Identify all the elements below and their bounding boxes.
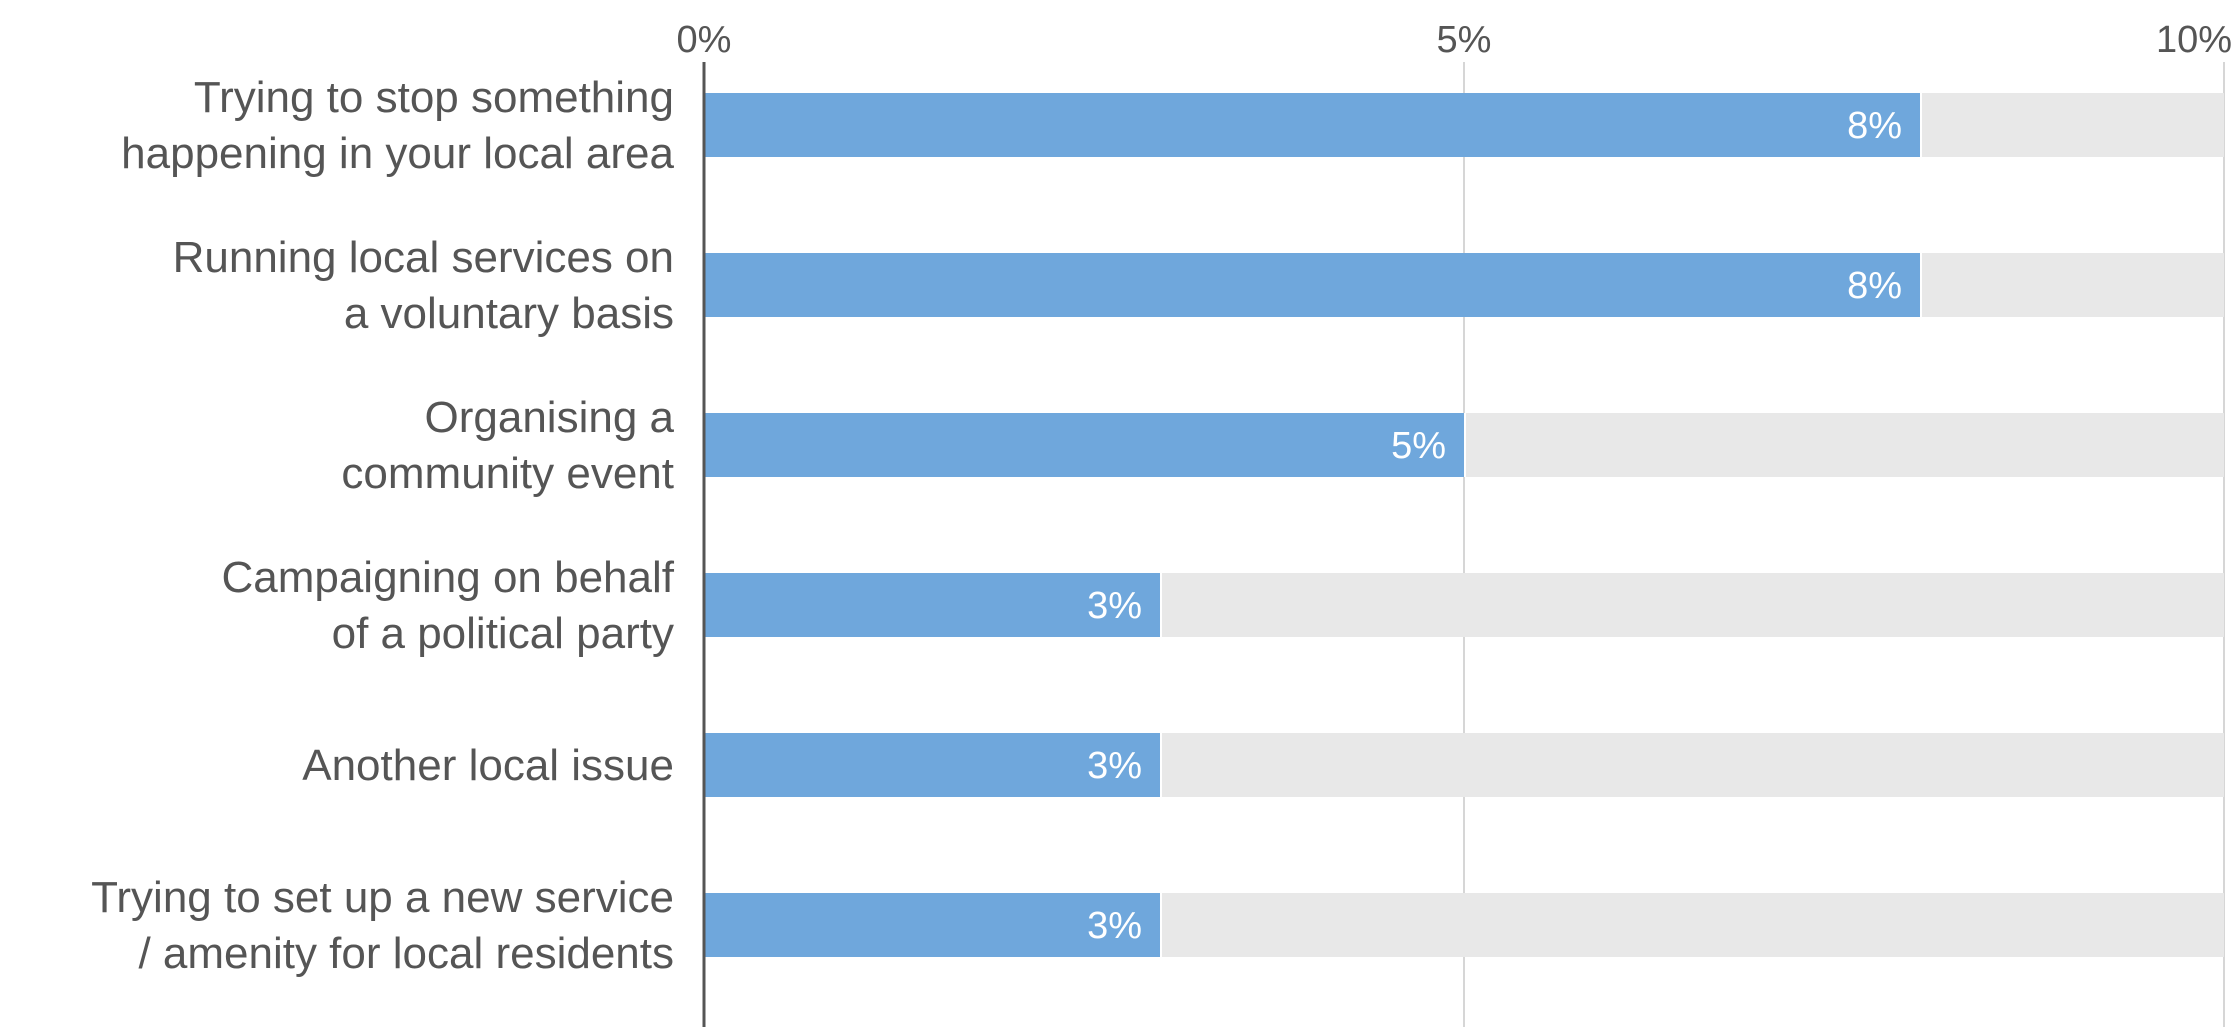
bar [704, 573, 1160, 637]
bars [704, 93, 1922, 957]
x-tick-label: 0% [677, 19, 732, 61]
category-label: Trying to stop something happening in you… [121, 73, 674, 178]
category-label-line: Trying to set up a new service [91, 873, 674, 922]
category-label: Another local issue [302, 741, 674, 790]
bar [704, 413, 1464, 477]
x-tick-label: 10% [2156, 19, 2232, 61]
category-label-line: / amenity for local residents [138, 929, 674, 978]
category-label-line: Another local issue [302, 741, 674, 790]
bar [704, 733, 1160, 797]
bar [704, 253, 1920, 317]
category-label: Campaigning on behalf of a political part… [221, 553, 674, 658]
category-label-line: Running local services on [173, 233, 674, 282]
x-axis-ticks: 0% 5% 10% [677, 19, 2232, 61]
category-label-line: community event [341, 449, 674, 498]
category-labels: Trying to stop something happening in you… [91, 73, 675, 978]
bar-value-label: 8% [1847, 105, 1902, 147]
value-labels: 8% 8% 5% 3% 3% 3% [1087, 105, 1902, 947]
bar-value-label: 8% [1847, 265, 1902, 307]
category-label: Trying to set up a new service / amenity … [91, 873, 674, 978]
bar-value-label: 3% [1087, 745, 1142, 787]
x-tick-label: 5% [1437, 19, 1492, 61]
grid-lines [1463, 62, 2225, 1027]
category-label-line: Organising a [425, 393, 675, 442]
bar [704, 893, 1160, 957]
bar-value-label: 5% [1391, 425, 1446, 467]
category-label-line: Trying to stop something [194, 73, 674, 122]
category-label-line: happening in your local area [121, 129, 674, 178]
category-label-line: Campaigning on behalf [221, 553, 674, 602]
category-label-line: a voluntary basis [344, 289, 674, 338]
bar-value-label: 3% [1087, 905, 1142, 947]
bar-value-label: 3% [1087, 585, 1142, 627]
category-label: Organising a community event [341, 393, 674, 498]
category-label: Running local services on a voluntary bas… [173, 233, 674, 338]
category-label-line: of a political party [332, 609, 674, 658]
bar [704, 93, 1920, 157]
